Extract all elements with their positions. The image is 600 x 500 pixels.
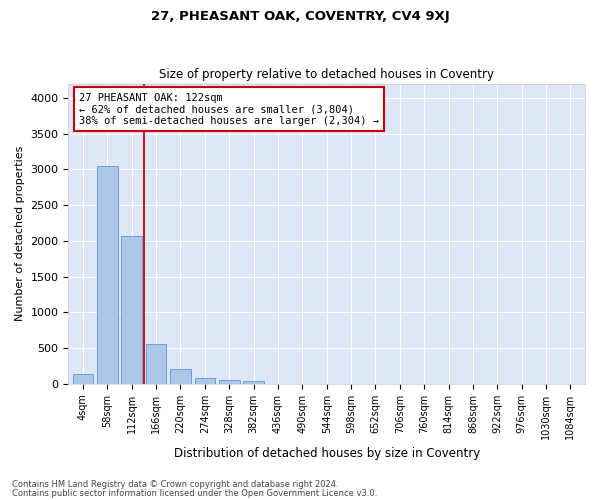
Text: Contains public sector information licensed under the Open Government Licence v3: Contains public sector information licen… — [12, 488, 377, 498]
Bar — [219, 380, 239, 384]
Bar — [194, 378, 215, 384]
Text: Contains HM Land Registry data © Crown copyright and database right 2024.: Contains HM Land Registry data © Crown c… — [12, 480, 338, 489]
Bar — [170, 370, 191, 384]
Text: 27 PHEASANT OAK: 122sqm
← 62% of detached houses are smaller (3,804)
38% of semi: 27 PHEASANT OAK: 122sqm ← 62% of detache… — [79, 92, 379, 126]
Text: 27, PHEASANT OAK, COVENTRY, CV4 9XJ: 27, PHEASANT OAK, COVENTRY, CV4 9XJ — [151, 10, 449, 23]
X-axis label: Distribution of detached houses by size in Coventry: Distribution of detached houses by size … — [173, 447, 480, 460]
Bar — [146, 344, 166, 384]
Y-axis label: Number of detached properties: Number of detached properties — [15, 146, 25, 322]
Bar — [97, 166, 118, 384]
Bar — [243, 381, 264, 384]
Title: Size of property relative to detached houses in Coventry: Size of property relative to detached ho… — [159, 68, 494, 81]
Bar — [121, 236, 142, 384]
Bar — [73, 374, 94, 384]
